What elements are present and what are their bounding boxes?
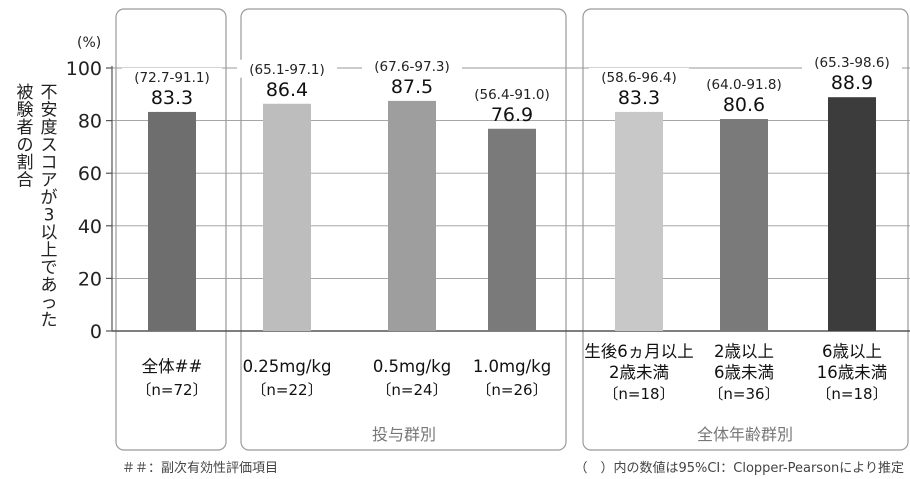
x-tick-label-5: 2歳未満 [609,363,669,382]
bar-3 [388,100,436,331]
x-tick-label-6: 6歳未満 [714,363,774,382]
bar-5 [615,111,663,332]
y-tick-label-20: 20 [78,268,102,290]
value-label-5: 83.3 [618,87,660,109]
x-tick-label-6: 2歳以上 [714,342,774,361]
y-tick-label-100: 100 [66,58,102,80]
y-axis-label-char: の [17,136,34,156]
bar-1 [148,111,196,332]
value-label-1: 83.3 [151,87,193,109]
x-tick-label-7: 6歳以上 [822,342,882,361]
ci-label-bg-2 [237,59,337,78]
y-unit-label: (%) [77,35,101,51]
y-axis-label-char: た [41,311,58,331]
bar-7 [828,97,876,332]
y-axis-label-char: ス [41,136,58,156]
group-label-3: 全体年齢群別 [697,425,793,444]
ci-label-bg-7 [802,53,902,72]
bar-6 [720,119,768,331]
value-label-3: 87.5 [391,76,433,98]
value-label-4: 76.9 [491,104,533,126]
y-axis-label-char: で [41,258,58,278]
bar-2 [263,103,311,331]
y-axis-label-char: が [41,188,58,208]
value-label-7: 88.9 [831,72,873,94]
y-tick-label-60: 60 [78,163,102,185]
x-tick-label-2: 〔n=22〕 [251,381,322,399]
ci-label-1: (72.7-91.1) [134,70,210,86]
ci-label-bg-1 [122,67,222,86]
y-axis-label-char: 3 [44,206,55,226]
y-axis-label-char: ア [41,171,58,191]
y-axis-label-char: 上 [41,241,58,261]
ci-label-3: (67.6-97.3) [374,59,450,75]
y-axis-label-char: 験 [17,101,34,121]
x-tick-label-1: 〔n=72〕 [136,381,207,399]
x-tick-label-7: 〔n=18〕 [816,385,887,403]
y-axis-label-char: 被 [17,83,34,103]
y-tick-label-0: 0 [90,321,102,343]
value-label-6: 80.6 [723,94,765,116]
y-axis-label-char: 以 [41,223,58,243]
ci-label-2: (65.1-97.1) [249,62,325,78]
group-label-2: 投与群別 [372,425,436,444]
x-tick-label-1: 全体## [142,357,203,376]
x-tick-label-5: 〔n=18〕 [603,385,674,403]
x-tick-label-2: 0.25mg/kg [243,357,332,376]
footnote-secondary-endpoint: ＃＃：副次有効性評価項目 [122,461,279,476]
y-axis-label-char: 割 [17,153,34,173]
ci-label-6: (64.0-91.8) [706,77,782,93]
bar-4 [488,128,536,331]
y-tick-label-40: 40 [78,216,102,238]
ci-label-7: (65.3-98.6) [814,55,890,71]
y-axis-label-char: コ [41,153,58,173]
ci-label-bg-3 [362,56,462,75]
ci-label-bg-5 [589,67,689,86]
y-axis-label-char: っ [41,293,58,313]
x-tick-label-4: 1.0mg/kg [473,357,551,376]
y-tick-label-80: 80 [78,111,102,133]
x-tick-label-4: 〔n=26〕 [476,381,547,399]
x-tick-label-3: 〔n=24〕 [376,381,447,399]
x-tick-label-3: 0.5mg/kg [373,357,451,376]
y-axis-label-char: 合 [17,171,34,191]
y-axis-label-char: 者 [17,118,34,138]
y-axis-label-char: あ [41,276,58,296]
ci-label-4: (56.4-91.0) [474,87,550,103]
footnote-ci-method: （ ）内の数値は95%CI：Clopper-Pearsonにより推定 [574,461,904,476]
x-tick-label-6: 〔n=36〕 [708,385,779,403]
value-label-2: 86.4 [266,79,308,101]
ci-label-5: (58.6-96.4) [601,70,677,86]
ci-label-bg-6 [694,75,794,94]
y-axis-label-char: 度 [41,118,58,138]
y-axis-label-char: 安 [41,101,58,121]
y-axis-label-char: 不 [41,83,58,103]
x-tick-label-7: 16歳未満 [817,363,888,382]
x-tick-label-5: 生後6ヵ月以上 [584,342,694,361]
ci-label-bg-4 [462,84,562,103]
